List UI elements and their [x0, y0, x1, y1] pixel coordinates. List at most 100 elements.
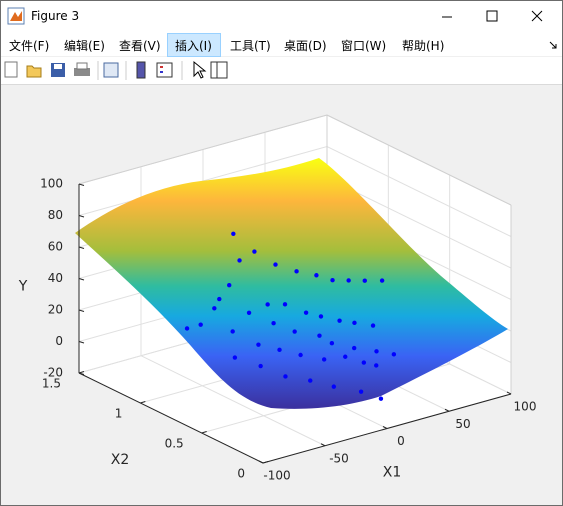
data-point	[358, 389, 364, 394]
property-editor-button[interactable]	[210, 61, 228, 79]
axes: -20 0 20 40 60 80 100 -100 -50 0 50 100 0 0.5 1 1.5 X1 X2…	[18, 114, 537, 483]
data-point	[198, 322, 203, 327]
menu-item[interactable]: 工具(T)	[230, 39, 271, 53]
data-point	[252, 249, 257, 254]
menu-highlight	[167, 33, 221, 57]
data-point	[283, 374, 288, 379]
data-point	[303, 310, 309, 315]
tick-mark	[78, 341, 85, 344]
toolbar	[1, 57, 562, 85]
data-point	[314, 273, 319, 278]
tick-mark	[201, 431, 207, 434]
data-point	[391, 352, 397, 357]
menu-item[interactable]: 插入(I)	[175, 39, 212, 53]
legend-button[interactable]	[156, 62, 173, 78]
window-title: Figure 3	[31, 9, 80, 23]
x2-tick-label: 0.5	[165, 437, 184, 451]
tick-mark	[78, 371, 85, 374]
surface	[75, 158, 508, 409]
data-point	[374, 349, 379, 354]
menu-item[interactable]: 编辑(E)	[64, 39, 105, 53]
link-button[interactable]	[103, 62, 119, 78]
x2-tick-label: 1	[115, 407, 123, 421]
menu-item[interactable]: 文件(F)	[9, 39, 50, 53]
data-point	[258, 363, 263, 369]
y-tick-label: 20	[48, 303, 63, 317]
title-bar: Figure 3	[1, 1, 562, 32]
menu-bar: 文件(F) 编辑(E) 查看(V) 插入(I) 工具(T) 桌面(D) 窗口(W…	[1, 32, 562, 57]
data-point	[227, 283, 232, 288]
tick-mark	[78, 309, 85, 312]
x2-tick-label: 0	[237, 467, 245, 481]
data-point	[231, 231, 236, 236]
y-tick-label: 60	[48, 240, 63, 254]
data-point	[317, 333, 322, 338]
colorbar-button[interactable]	[136, 61, 146, 79]
data-point	[273, 262, 278, 267]
data-point	[331, 384, 337, 389]
app-icon	[7, 7, 25, 25]
axis-line	[78, 372, 264, 464]
y-tick-label: -20	[43, 366, 63, 380]
tick-mark	[78, 246, 85, 249]
data-point	[362, 278, 367, 283]
data-point	[361, 360, 367, 365]
menu-item[interactable]: 桌面(D)	[284, 39, 327, 53]
tick-mark	[140, 401, 146, 404]
data-point	[217, 296, 222, 302]
x2-axis-label: X2	[111, 452, 130, 468]
save-button[interactable]	[51, 63, 65, 77]
open-button[interactable]	[26, 65, 42, 78]
y-axis-label: Y	[18, 279, 28, 295]
data-point	[343, 354, 348, 359]
data-point	[282, 302, 288, 307]
tick-mark	[78, 183, 85, 186]
x-tick-label: -50	[329, 451, 349, 465]
menu-item[interactable]: 帮助(H)	[402, 39, 445, 53]
x-tick-label: 0	[397, 434, 405, 448]
data-point	[232, 355, 238, 360]
data-point	[246, 310, 252, 315]
data-point	[378, 396, 384, 401]
x-tick-label: 50	[455, 417, 470, 431]
data-point	[277, 347, 282, 353]
data-point	[212, 306, 217, 311]
x2-tick-label: 1.5	[42, 377, 61, 391]
tick-mark	[78, 278, 85, 281]
x-tick-label: -100	[263, 469, 290, 483]
data-point	[352, 320, 357, 326]
data-point	[256, 342, 261, 347]
data-point	[329, 341, 335, 346]
x-tick-label: 100	[514, 400, 537, 414]
data-point	[351, 345, 357, 351]
y-tick-label: 80	[48, 208, 63, 222]
data-point	[292, 329, 297, 334]
menu-item[interactable]: 查看(V)	[119, 39, 161, 53]
close-button[interactable]	[531, 10, 543, 22]
y-tick-label: 100	[40, 177, 63, 191]
edit-plot-button[interactable]	[193, 60, 207, 79]
data-point	[298, 352, 303, 358]
print-button[interactable]	[74, 62, 90, 76]
axis-line	[262, 393, 512, 464]
menu-item[interactable]: 窗口(W)	[341, 39, 387, 53]
data-point	[184, 326, 190, 331]
toolbar-icons	[4, 60, 228, 80]
menu-dock-arrow[interactable]	[548, 40, 558, 50]
data-point	[370, 323, 376, 328]
data-point	[230, 329, 235, 334]
box-edge	[326, 114, 512, 206]
y-tick-label: 40	[48, 271, 63, 285]
maximize-button[interactable]	[486, 10, 498, 22]
data-point	[346, 278, 351, 283]
y-tick-label: 0	[55, 334, 63, 348]
data-point	[337, 318, 342, 323]
box-edge	[78, 114, 328, 185]
data-point	[265, 302, 270, 307]
data-point	[374, 363, 379, 368]
data-point	[308, 378, 313, 383]
tick-mark	[78, 215, 85, 218]
data-point	[294, 269, 299, 274]
new-button[interactable]	[4, 61, 18, 78]
